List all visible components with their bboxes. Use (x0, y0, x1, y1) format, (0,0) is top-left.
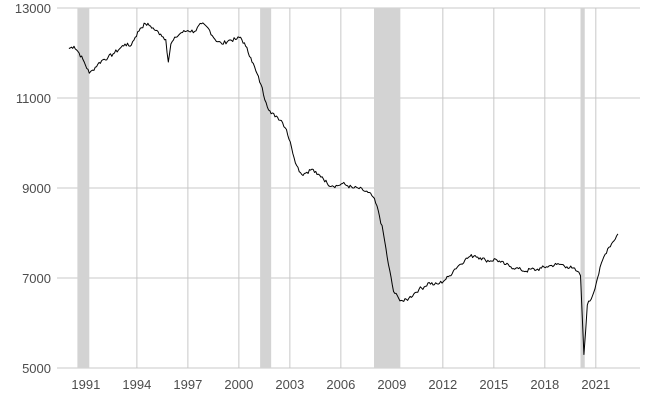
x-tick-label-1997: 1997 (173, 377, 202, 392)
y-axis-ticks: 5000 7000 9000 11000 13000 (15, 1, 51, 376)
series-layer (68, 22, 619, 355)
y-tick-label-13000: 13000 (15, 1, 51, 16)
y-tick-label-11000: 11000 (16, 91, 51, 106)
recession-band-4 (580, 8, 585, 368)
recession-band-2 (260, 8, 272, 368)
y-tick-label-9000: 9000 (22, 181, 51, 196)
y-tick-label-7000: 7000 (22, 271, 51, 286)
x-tick-label-2021: 2021 (581, 377, 610, 392)
series-line-1 (68, 22, 619, 355)
recession-bands (77, 8, 585, 368)
y-tick-label-5000: 5000 (22, 361, 51, 376)
recession-band-1 (77, 8, 90, 368)
x-tick-label-2000: 2000 (224, 377, 253, 392)
x-tick-label-2018: 2018 (530, 377, 559, 392)
x-axis-ticks: 1991 1994 1997 2000 2003 2006 2009 2012 2015 2018… (71, 377, 610, 392)
x-tick-label-2012: 2012 (428, 377, 457, 392)
x-tick-label-2009: 2009 (377, 377, 406, 392)
x-tick-label-2003: 2003 (275, 377, 304, 392)
x-tick-label-2015: 2015 (479, 377, 508, 392)
x-tick-label-1991: 1991 (71, 377, 100, 392)
recession-band-3 (373, 8, 401, 368)
x-tick-label-1994: 1994 (122, 377, 151, 392)
x-tick-label-2006: 2006 (326, 377, 355, 392)
